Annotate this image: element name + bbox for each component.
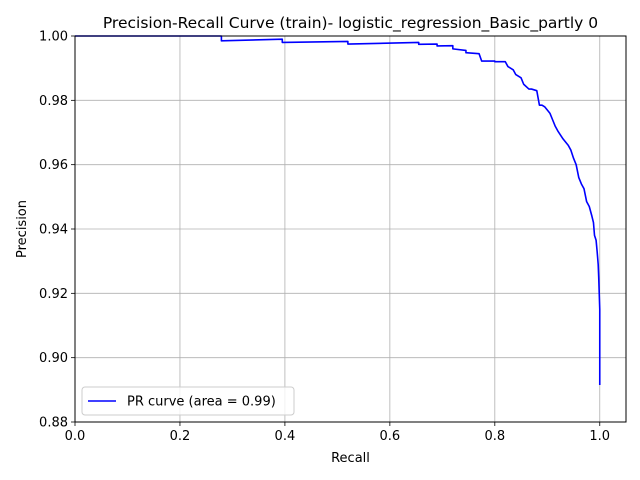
chart-title: Precision-Recall Curve (train)- logistic…	[103, 14, 598, 33]
legend-box	[81, 386, 295, 416]
y-axis-label: Precision	[15, 200, 30, 258]
legend: PR curve (area = 0.99)	[81, 386, 295, 416]
y-tick-label: 0.96	[39, 158, 68, 173]
grid-lines	[74, 35, 626, 423]
ticks: 0.0 0.2 0.4 0.6 0.8 1.0 0.88 0.90 0.92 0.94 0.96 0.…	[39, 30, 610, 445]
y-tick-label: 0.94	[39, 223, 68, 238]
x-tick-label: 0.0	[65, 429, 86, 444]
x-tick-label: 0.4	[275, 429, 296, 444]
y-tick-label: 0.90	[39, 351, 68, 366]
y-tick-label: 0.88	[39, 416, 68, 431]
x-tick-label: 1.0	[589, 429, 610, 444]
series-layer	[75, 35, 601, 386]
x-tick-label: 0.6	[380, 429, 401, 444]
x-axis-label: Recall	[331, 451, 370, 466]
legend-entry: PR curve (area = 0.99)	[127, 395, 276, 410]
x-tick-label: 0.8	[484, 429, 505, 444]
y-tick-label: 1.00	[39, 30, 68, 45]
y-tick-label: 0.98	[39, 94, 68, 109]
x-tick-label: 0.2	[170, 429, 191, 444]
y-tick-label: 0.92	[39, 287, 68, 302]
pr-curve-line	[75, 35, 601, 386]
